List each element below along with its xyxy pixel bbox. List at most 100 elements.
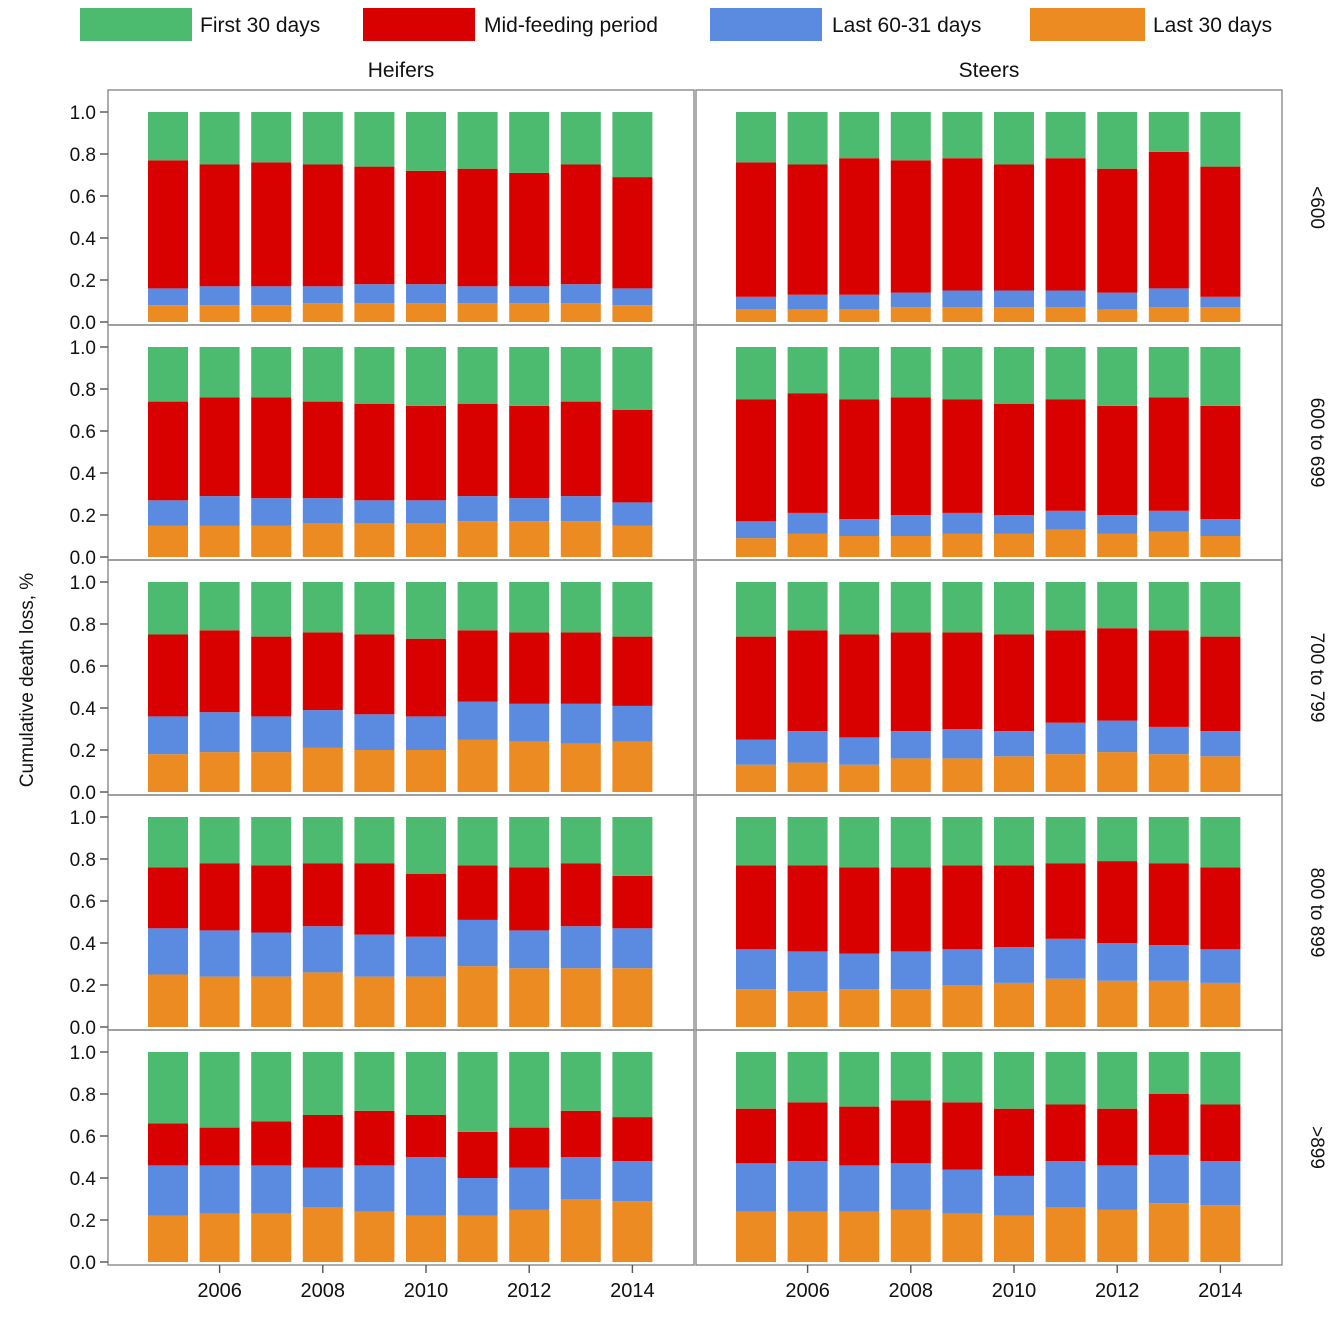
- legend-label: Mid-feeding period: [484, 14, 658, 37]
- y-tick-label: 1.0: [70, 1043, 96, 1064]
- bar-segment-mid-feeding: [560, 1110, 601, 1157]
- bar-segment-first-30-days: [994, 582, 1034, 635]
- y-tick-label: 0.6: [70, 422, 96, 443]
- bar-segment-mid-feeding: [302, 401, 343, 499]
- bar-segment-first-30-days: [839, 347, 880, 400]
- bar-segment-last-30-days: [736, 764, 776, 792]
- bar-segment-first-30-days: [509, 582, 550, 633]
- bar-segment-last-60-31-days: [302, 926, 343, 973]
- bar-segment-last-60-31-days: [1148, 726, 1189, 755]
- bar-segment-first-30-days: [736, 347, 776, 400]
- bar-segment-first-30-days: [839, 1052, 880, 1107]
- legend-label: First 30 days: [200, 14, 320, 37]
- bar-segment-mid-feeding: [1045, 630, 1086, 723]
- bar-segment-mid-feeding: [148, 867, 188, 929]
- bar-segment-first-30-days: [994, 112, 1034, 165]
- bar-segment-first-30-days: [1045, 1052, 1086, 1105]
- bar-segment-last-60-31-days: [736, 521, 776, 539]
- bar-segment-last-30-days: [787, 991, 828, 1027]
- bar-segment-last-30-days: [199, 1213, 240, 1262]
- panel-frame: [107, 324, 695, 561]
- bar-segment-last-60-31-days: [1097, 943, 1138, 981]
- bar-segment-first-30-days: [1045, 347, 1086, 400]
- bar-segment-mid-feeding: [251, 636, 292, 717]
- bar-segment-mid-feeding: [406, 638, 446, 717]
- bar-segment-mid-feeding: [612, 875, 653, 929]
- bar-segment-last-30-days: [787, 1211, 828, 1262]
- bar-segment-last-60-31-days: [942, 729, 983, 759]
- y-tick-label: 0.2: [70, 976, 96, 997]
- bar-segment-mid-feeding: [1045, 863, 1086, 939]
- bar-segment-last-60-31-days: [787, 294, 828, 310]
- bar-segment-last-30-days: [251, 1213, 292, 1262]
- bar-segment-mid-feeding: [1097, 168, 1138, 293]
- bar-segment-last-60-31-days: [1045, 290, 1086, 308]
- y-tick-label: 0.2: [70, 741, 96, 762]
- bar-segment-mid-feeding: [1200, 867, 1241, 950]
- bar-segment-mid-feeding: [1097, 405, 1138, 515]
- facet-row-label: 600 to 699: [1306, 398, 1327, 488]
- bar-segment-last-30-days: [1097, 980, 1138, 1027]
- bar-segment-last-60-31-days: [612, 705, 653, 742]
- bar-segment-mid-feeding: [302, 863, 343, 927]
- bar-segment-last-30-days: [942, 307, 983, 322]
- facet-column-header: Steers: [959, 59, 1020, 82]
- panel-frame: [107, 1029, 695, 1266]
- bar-segment-first-30-days: [787, 347, 828, 394]
- bar-segment-first-30-days: [560, 347, 601, 402]
- bar-segment-first-30-days: [736, 582, 776, 637]
- bar-segment-last-60-31-days: [199, 930, 240, 977]
- bar-segment-last-60-31-days: [302, 710, 343, 748]
- bar-segment-last-60-31-days: [736, 949, 776, 990]
- bar-segment-last-30-days: [406, 523, 446, 557]
- bar-segment-last-30-days: [1200, 307, 1241, 322]
- bar-segment-first-30-days: [199, 582, 240, 631]
- bar-segment-mid-feeding: [736, 1108, 776, 1164]
- bar-segment-last-60-31-days: [839, 737, 880, 765]
- bar-segment-first-30-days: [612, 1052, 653, 1118]
- bar-segment-first-30-days: [1097, 582, 1138, 629]
- bar-segment-first-30-days: [1097, 347, 1138, 406]
- bar-segment-mid-feeding: [148, 1123, 188, 1166]
- bar-segment-last-60-31-days: [839, 953, 880, 990]
- panel-frame: [107, 559, 695, 796]
- bar-segment-last-30-days: [406, 750, 446, 792]
- facet-row-label: 800 to 899: [1306, 868, 1327, 958]
- bar-segment-first-30-days: [1148, 112, 1189, 152]
- bar-segment-last-60-31-days: [1148, 510, 1189, 532]
- bar-segment-mid-feeding: [199, 1127, 240, 1166]
- bar-segment-last-60-31-days: [560, 926, 601, 969]
- bar-segment-last-30-days: [148, 974, 188, 1027]
- bar-segment-last-30-days: [251, 752, 292, 792]
- bar-segment-mid-feeding: [148, 160, 188, 289]
- bar-segment-last-60-31-days: [560, 284, 601, 304]
- bar-segment-mid-feeding: [354, 863, 395, 935]
- bar-segment-last-60-31-days: [612, 288, 653, 306]
- bar-segment-last-30-days: [457, 739, 498, 792]
- bar-segment-mid-feeding: [302, 164, 343, 287]
- bar-segment-first-30-days: [251, 347, 292, 398]
- bar-segment-mid-feeding: [1200, 405, 1241, 520]
- facet-column-header: Heifers: [368, 59, 435, 82]
- bar-segment-mid-feeding: [509, 1127, 550, 1168]
- bar-segment-last-30-days: [406, 303, 446, 322]
- bar-segment-mid-feeding: [942, 865, 983, 950]
- bar-segment-mid-feeding: [509, 632, 550, 704]
- bar-segment-last-60-31-days: [1097, 720, 1138, 753]
- bar-segment-mid-feeding: [787, 1102, 828, 1162]
- bar-segment-last-30-days: [994, 982, 1034, 1027]
- bar-segment-first-30-days: [560, 1052, 601, 1111]
- bar-segment-last-60-31-days: [890, 515, 931, 536]
- bar-segment-last-30-days: [736, 1211, 776, 1262]
- bar-segment-last-30-days: [1148, 307, 1189, 322]
- bar-segment-mid-feeding: [251, 865, 292, 933]
- bar-segment-last-60-31-days: [199, 712, 240, 753]
- legend-swatch: [1030, 8, 1145, 41]
- bar-segment-mid-feeding: [406, 1115, 446, 1157]
- bar-segment-last-60-31-days: [251, 932, 292, 977]
- y-tick-label: 0.4: [70, 464, 97, 485]
- bar-segment-mid-feeding: [1097, 1108, 1138, 1166]
- bar-segment-first-30-days: [1097, 1052, 1138, 1109]
- bar-segment-last-60-31-days: [457, 286, 498, 304]
- bar-segment-last-30-days: [1200, 1205, 1241, 1262]
